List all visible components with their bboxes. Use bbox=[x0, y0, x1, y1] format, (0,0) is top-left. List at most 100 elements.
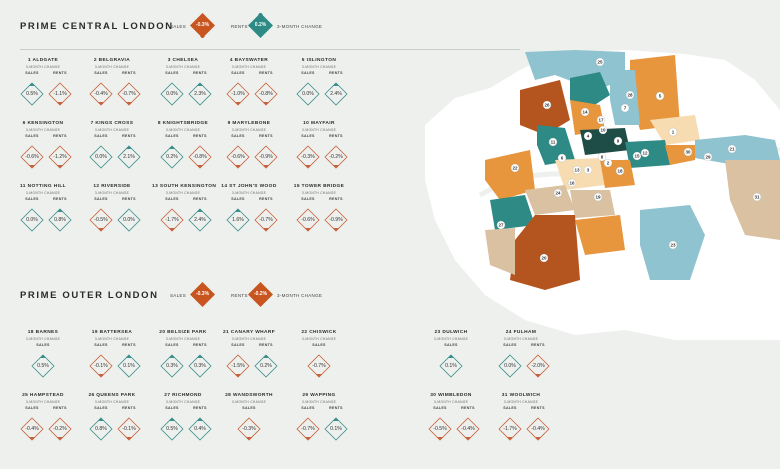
area-card: 6 KENSINGTON 3-MONTH CHANGE SALES -0.6% RENT… bbox=[12, 121, 74, 191]
svg-text:25: 25 bbox=[597, 60, 603, 65]
area-sales-label: SALES bbox=[165, 343, 179, 347]
area-sales-diamond: 0.0% bbox=[89, 145, 113, 169]
area-sales-value: 0.0% bbox=[95, 154, 107, 160]
area-rents-diamond: 2.3% bbox=[188, 82, 212, 106]
area-sales-diamond: -1.0% bbox=[226, 82, 250, 106]
area-sales-value: 0.5% bbox=[166, 426, 178, 432]
outer-sales-value: -0.3% bbox=[195, 291, 210, 297]
area-sales-diamond: -1.7% bbox=[160, 208, 184, 232]
central-rents-value: 0.2% bbox=[254, 22, 267, 28]
area-rents-label: RENTS bbox=[193, 71, 207, 75]
area-rents-value: -0.4% bbox=[461, 426, 475, 432]
central-sales-badge: -0.3% bbox=[190, 13, 215, 38]
area-card: 25 HAMPSTEAD 3-MONTH CHANGE SALES -0.4% RENT… bbox=[12, 393, 74, 463]
area-name: 14 ST JOHN'S WOOD bbox=[221, 184, 277, 189]
area-name: 2 BELGRAVIA bbox=[93, 58, 131, 63]
svg-text:15: 15 bbox=[634, 154, 640, 159]
area-period-label: 3-MONTH CHANGE bbox=[94, 191, 130, 195]
area-sales-diamond: 0.0% bbox=[160, 82, 184, 106]
map-pin-19: 19 bbox=[593, 192, 603, 202]
area-sales-diamond: 0.5% bbox=[31, 354, 55, 378]
area-sales-diamond: 0.2% bbox=[160, 145, 184, 169]
area-sales-value: -0.4% bbox=[94, 91, 108, 97]
area-period-label: 3-MONTH CHANGE bbox=[301, 65, 337, 69]
area-sales-diamond: 0.8% bbox=[89, 417, 113, 441]
area-rents-value: 0.8% bbox=[54, 217, 66, 223]
area-sales-label: SALES bbox=[25, 197, 39, 201]
area-rents-value: -0.2% bbox=[329, 154, 343, 160]
area-period-label: 3-MONTH CHANGE bbox=[165, 400, 201, 404]
area-card: 21 CANARY WHARF 3-MONTH CHANGE SALES -1.5% R… bbox=[218, 330, 280, 400]
area-rents-label: RENTS bbox=[531, 406, 545, 410]
area-name: 11 NOTTING HILL bbox=[20, 184, 66, 189]
area-rents-value: -0.8% bbox=[193, 154, 207, 160]
area-name: 20 BELSIZE PARK bbox=[159, 330, 207, 335]
area-card: 15 TOWER BRIDGE 3-MONTH CHANGE SALES -0.6% R… bbox=[288, 184, 350, 254]
area-rents-value: 0.1% bbox=[123, 363, 135, 369]
area-sales-value: -0.6% bbox=[231, 154, 245, 160]
area-sales-value: 0.1% bbox=[445, 363, 457, 369]
area-sales-diamond: -0.3% bbox=[296, 145, 320, 169]
area-rents-label: RENTS bbox=[53, 134, 67, 138]
area-card: 24 FULHAM 3-MONTH CHANGE SALES 0.0% RENTS -2.… bbox=[490, 330, 552, 400]
area-name: 1 ALDGATE bbox=[27, 58, 59, 63]
area-rents-label: RENTS bbox=[193, 134, 207, 138]
area-name: 29 WAPPING bbox=[302, 393, 336, 398]
area-card: 2 BELGRAVIA 3-MONTH CHANGE SALES -0.4% RENTS… bbox=[81, 58, 143, 128]
area-rents-label: RENTS bbox=[329, 71, 343, 75]
area-rents-label: RENTS bbox=[531, 343, 545, 347]
area-sales-value: 0.8% bbox=[95, 426, 107, 432]
area-rents-diamond: 0.1% bbox=[324, 417, 348, 441]
area-sales-value: 0.0% bbox=[26, 217, 38, 223]
area-rents-diamond: -0.4% bbox=[526, 417, 550, 441]
area-rents-diamond: -0.1% bbox=[117, 417, 141, 441]
area-sales-diamond: -0.4% bbox=[20, 417, 44, 441]
svg-text:12: 12 bbox=[642, 151, 648, 156]
area-sales-diamond: -1.7% bbox=[498, 417, 522, 441]
area-period-label: 3-MONTH CHANGE bbox=[503, 337, 539, 341]
svg-text:24: 24 bbox=[555, 191, 561, 196]
area-sales-value: 1.6% bbox=[232, 217, 244, 223]
area-period-label: 3-MONTH CHANGE bbox=[231, 337, 267, 341]
outer-title: PRIME OUTER LONDON bbox=[20, 290, 159, 301]
area-sales-diamond: -0.4% bbox=[89, 82, 113, 106]
area-rents-label: RENTS bbox=[259, 71, 273, 75]
map-pin-11: 11 bbox=[548, 137, 558, 147]
outer-sales-badge: -0.3% bbox=[190, 282, 215, 307]
area-sales-diamond: -0.6% bbox=[226, 145, 250, 169]
area-sales-label: SALES bbox=[231, 343, 245, 347]
map-pin-30: 30 bbox=[683, 147, 693, 157]
area-sales-value: -0.3% bbox=[242, 426, 256, 432]
svg-text:9: 9 bbox=[617, 139, 620, 144]
central-period-label: 3-MONTH CHANGE bbox=[277, 24, 323, 29]
map-pin-14: 14 bbox=[580, 107, 590, 117]
central-sales-label: SALES bbox=[170, 24, 187, 29]
area-rents-diamond: 0.2% bbox=[254, 354, 278, 378]
map-pin-21: 21 bbox=[727, 144, 737, 154]
map-pin-27: 27 bbox=[496, 220, 506, 230]
area-rents-value: 0.4% bbox=[194, 426, 206, 432]
area-card: 22 CHISWICK 3-MONTH CHANGE SALES -0.7% bbox=[288, 330, 350, 400]
svg-text:2: 2 bbox=[607, 161, 610, 166]
area-rents-label: RENTS bbox=[53, 406, 67, 410]
area-name: 4 BAYSWATER bbox=[229, 58, 269, 63]
area-name: 31 WOOLWICH bbox=[501, 393, 541, 398]
area-rents-value: -1.2% bbox=[53, 154, 67, 160]
area-sales-value: -0.7% bbox=[301, 426, 315, 432]
area-rents-label: RENTS bbox=[329, 197, 343, 201]
area-rents-diamond: 2.4% bbox=[188, 208, 212, 232]
area-sales-label: SALES bbox=[94, 134, 108, 138]
area-rents-diamond: -0.2% bbox=[48, 417, 72, 441]
area-period-label: 3-MONTH CHANGE bbox=[301, 128, 337, 132]
area-sales-diamond: -0.7% bbox=[307, 354, 331, 378]
area-rents-value: -1.1% bbox=[53, 91, 67, 97]
area-rents-value: -0.7% bbox=[259, 217, 273, 223]
area-sales-label: SALES bbox=[25, 71, 39, 75]
area-rents-label: RENTS bbox=[329, 134, 343, 138]
area-name: 24 FULHAM bbox=[505, 330, 537, 335]
central-rents-badge: 0.2% bbox=[248, 13, 273, 38]
area-rents-diamond: 2.1% bbox=[117, 145, 141, 169]
area-rents-diamond: -0.7% bbox=[117, 82, 141, 106]
area-card: 31 WOOLWICH 3-MONTH CHANGE SALES -1.7% RENTS… bbox=[490, 393, 552, 463]
svg-text:19: 19 bbox=[595, 195, 601, 200]
